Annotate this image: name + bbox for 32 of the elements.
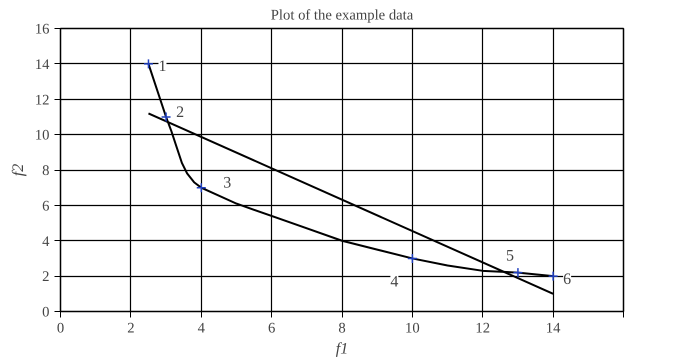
x-tick-label: 12 xyxy=(475,320,490,336)
point xyxy=(512,267,524,278)
x-tick-label: 14 xyxy=(546,320,562,336)
point xyxy=(143,58,154,70)
annotation: 2 xyxy=(176,104,184,121)
annotation: 5 xyxy=(506,248,514,265)
y-tick-label: 16 xyxy=(34,22,50,38)
y-tick-label: 12 xyxy=(34,92,50,108)
point xyxy=(160,112,172,122)
x-tick-label: 8 xyxy=(338,320,346,336)
x-tick-label: 10 xyxy=(405,320,420,336)
y-axis-title: f2 xyxy=(10,164,27,176)
x-tick-label: 4 xyxy=(198,320,206,336)
y-tick-label: 14 xyxy=(34,56,50,73)
y-tick-label: 0 xyxy=(42,304,50,320)
y-tick-label: 4 xyxy=(42,234,50,250)
y-tick-label: 6 xyxy=(42,198,50,214)
y-tick-label: 2 xyxy=(42,269,50,286)
y-tick-label: 8 xyxy=(42,163,50,179)
chart-title: Plot of the example data xyxy=(270,8,414,24)
annotation: 1 xyxy=(158,58,166,75)
x-axis-title: f1 xyxy=(336,340,348,358)
x-tick-label: 0 xyxy=(56,320,64,336)
y-tick-label: 10 xyxy=(34,128,50,144)
x-tick-label: 6 xyxy=(268,320,276,336)
point xyxy=(407,253,418,264)
annotation: 4 xyxy=(390,273,398,290)
annotation: 6 xyxy=(563,271,572,288)
x-tick-label: 2 xyxy=(127,320,135,336)
annotation: 3 xyxy=(223,174,232,192)
point xyxy=(548,270,558,282)
point xyxy=(196,182,206,193)
